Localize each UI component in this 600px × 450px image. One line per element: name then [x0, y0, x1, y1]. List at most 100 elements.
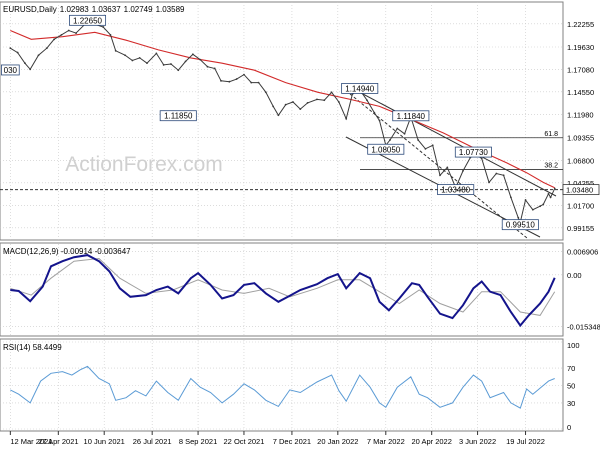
price-tick-label: 1.01700: [567, 201, 594, 210]
price-tick-label: 1.04255: [567, 179, 594, 188]
price-point: [553, 187, 556, 190]
price-point: [24, 62, 26, 65]
macd-line: [10, 254, 556, 328]
price-point: [170, 63, 172, 65]
x-tick-label: 3 Jun 2022: [459, 437, 496, 446]
price-point: [502, 174, 505, 177]
price-point: [299, 108, 302, 110]
x-tick-label: 27 Apr 2021: [38, 437, 78, 446]
price-annotation-box: [341, 83, 379, 94]
price-point: [9, 47, 12, 50]
price-point: [337, 101, 340, 103]
rsi-panel-title: RSI(14) 58.4499: [3, 343, 62, 352]
price-point: [162, 64, 165, 66]
macd-tick-label: 0.006906: [567, 247, 598, 256]
rsi-tick-label: 30: [567, 399, 575, 408]
price-point: [264, 91, 267, 94]
macd-signal-line: [10, 257, 556, 316]
channel-dashed-line: [349, 93, 528, 239]
price-point: [292, 101, 294, 103]
x-tick-label: 12 Mar 2021: [10, 437, 52, 446]
price-point: [517, 216, 520, 219]
price-point: [396, 127, 399, 130]
ohlc-low: 1.02749: [124, 5, 153, 14]
rsi-tick-label: 70: [567, 364, 575, 373]
price-point: [16, 51, 19, 54]
price-panel-frame: [0, 1, 564, 241]
price-point: [306, 101, 309, 104]
price-annotation-label: 1.22650: [73, 16, 102, 25]
price-point: [345, 117, 348, 120]
price-symbol-label: EURUSD,Daily: [3, 5, 57, 14]
price-point: [228, 80, 231, 83]
price-point: [480, 157, 483, 160]
x-tick-label: 7 Mar 2022: [367, 437, 405, 446]
price-tick-label: 1.19630: [567, 43, 594, 52]
price-point: [524, 199, 527, 201]
price-point: [257, 81, 260, 84]
price-point: [378, 119, 381, 122]
price-annotation-box: [1, 64, 20, 76]
price-point: [60, 34, 63, 36]
price-point: [403, 132, 406, 135]
fib-label: 38.2: [544, 163, 558, 170]
x-tick-label: 19 Jul 2022: [506, 437, 545, 446]
price-point: [330, 91, 333, 94]
ohlc-high: 1.03637: [92, 5, 121, 14]
price-point: [243, 73, 245, 76]
x-tick-label: 8 Sep 2021: [179, 437, 217, 446]
ohlc-close: 1.03589: [156, 5, 185, 14]
rsi-tick-label: 0: [567, 423, 571, 432]
macd-panel-frame: [0, 242, 564, 337]
current-price-box: [562, 184, 600, 196]
price-point: [199, 58, 202, 61]
price-annotation-label: 1.07730: [459, 148, 488, 157]
price-point: [277, 114, 280, 117]
channel-upper-line: [345, 84, 557, 197]
price-point: [488, 181, 490, 184]
price-tick-label: 1.17080: [567, 66, 594, 75]
price-point: [542, 203, 545, 206]
price-point: [424, 147, 427, 150]
price-point: [235, 78, 238, 80]
price-point: [272, 105, 275, 108]
price-point: [124, 54, 126, 57]
macd-tick-label: -0.015348: [567, 323, 600, 332]
price-annotation-box: [454, 146, 492, 158]
price-point: [37, 54, 40, 57]
price-point: [539, 205, 542, 208]
price-point: [389, 139, 391, 141]
moving-average-layer: [10, 29, 555, 189]
price-point: [439, 174, 441, 177]
x-tick-label: 26 Jul 2021: [133, 437, 172, 446]
moving-average-line: [10, 29, 555, 189]
price-point: [109, 34, 112, 36]
price-annotation-box: [367, 143, 405, 155]
price-point: [462, 169, 464, 172]
date-grid-layer: [10, 2, 526, 431]
current-price-label: 1.03480: [566, 186, 593, 195]
price-annotation-label: 030: [4, 66, 18, 75]
price-annotation-label: 1.11850: [164, 112, 193, 121]
price-point: [323, 99, 326, 102]
price-tick-label: 1.22255: [567, 20, 594, 29]
x-tick-label: 7 Dec 2021: [273, 437, 311, 446]
price-point: [67, 29, 70, 32]
price-point: [75, 32, 77, 35]
price-point: [146, 62, 148, 65]
price-point: [220, 79, 222, 82]
price-point: [155, 52, 158, 55]
price-point: [206, 65, 209, 68]
x-tick-label: 20 Jan 2022: [317, 437, 358, 446]
price-annotation-label: 1.08050: [371, 145, 400, 154]
price-annotation-label: 1.11840: [397, 112, 426, 121]
macd-tick-label: 0.00: [567, 271, 582, 280]
price-point: [131, 59, 134, 62]
price-point: [177, 69, 180, 72]
rsi-line: [10, 365, 555, 409]
rsi-tick-label: 100: [567, 341, 580, 350]
macd-layer: [10, 254, 556, 328]
price-point: [446, 166, 449, 169]
watermark: ActionForex.com: [65, 153, 223, 176]
price-point: [316, 98, 318, 101]
